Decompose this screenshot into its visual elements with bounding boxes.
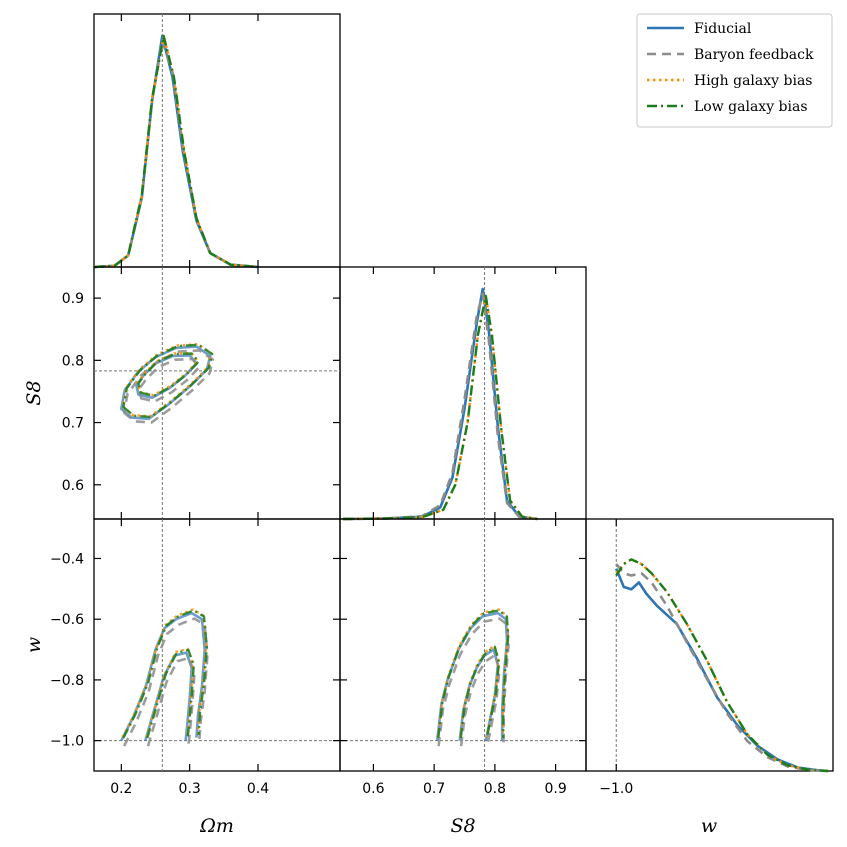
x-tick-label: 0.9: [544, 781, 566, 797]
contour-s8-w-outer: [437, 609, 510, 739]
y-tick-label: −0.6: [50, 612, 84, 628]
marginal-w-frame: [585, 518, 834, 772]
x-axis-label-Om: Ωm: [199, 815, 234, 837]
contour-om-s8-outer: [122, 349, 215, 424]
marginal-om-curve: [93, 34, 259, 269]
legend-label: Fiducial: [694, 21, 752, 37]
panels-layer: −1.0−0.50.60.70.80.90.20.30.4−1.0−0.8−0.…: [23, 13, 834, 837]
x-axis-label-S8: S8: [450, 815, 475, 837]
y-axis-label-s8: S8: [23, 380, 45, 405]
marginal-w-curve: [615, 558, 829, 773]
x-tick-label: 0.2: [110, 781, 132, 797]
legend-label: Low galaxy bias: [694, 99, 808, 115]
contour-om-w-frame: [93, 518, 341, 772]
contour-s8-w-frame: [339, 518, 587, 772]
contour-om-s8-inner: [137, 357, 201, 403]
contour-om-s8-inner: [137, 352, 200, 397]
contour-om-s8-outer: [122, 343, 214, 419]
legend-box: [636, 13, 833, 128]
legend-label: High galaxy bias: [694, 73, 812, 89]
marginal-w-curve: [615, 558, 829, 773]
x-tick-label: 0.3: [179, 781, 201, 797]
contour-om-w-inner: [144, 651, 193, 741]
contour-s8-w-outer: [437, 617, 510, 747]
legend-label: Baryon feedback: [694, 47, 814, 63]
y-tick-label: −0.8: [50, 673, 84, 689]
contour-s8-w-inner: [459, 645, 501, 739]
marginal-om-curve: [93, 34, 259, 269]
x-tick-label: 0.4: [247, 781, 269, 797]
legend: Fiducial Baryon feedback High galaxy bias L…: [636, 13, 833, 128]
marginal-s8-curve: [342, 294, 538, 521]
contour-om-w-inner: [146, 648, 195, 739]
x-tick-label: −1.0: [599, 781, 633, 797]
y-tick-label: −1.0: [50, 734, 84, 750]
contour-om-w-inner: [146, 656, 196, 747]
marginal-om-curve: [93, 34, 259, 269]
contour-om-w-outer: [122, 617, 209, 747]
y-tick-label: 0.6: [62, 478, 84, 494]
y-tick-label: 0.9: [62, 291, 84, 307]
contour-s8-w-inner: [459, 653, 501, 747]
x-tick-label: 0.7: [423, 781, 445, 797]
y-tick-label: −0.4: [50, 551, 84, 567]
y-tick-label: 0.8: [62, 353, 84, 369]
contour-om-w-outer: [122, 609, 208, 739]
y-axis-label-w: w: [23, 637, 45, 653]
marginal-s8-frame: [339, 266, 587, 520]
x-tick-label: 0.6: [362, 781, 384, 797]
marginal-s8-curve: [342, 294, 538, 521]
contour-om-s8-inner: [136, 351, 200, 397]
x-tick-label: 0.8: [484, 781, 506, 797]
marginal-om-frame: [93, 13, 341, 268]
x-axis-label-w: w: [701, 815, 717, 837]
contour-om-s8-frame: [93, 266, 341, 520]
marginal-om-curve: [93, 39, 259, 269]
contour-om-s8-inner: [135, 354, 198, 399]
marginal-w-curve: [614, 568, 829, 773]
y-tick-label: 0.7: [62, 416, 84, 432]
